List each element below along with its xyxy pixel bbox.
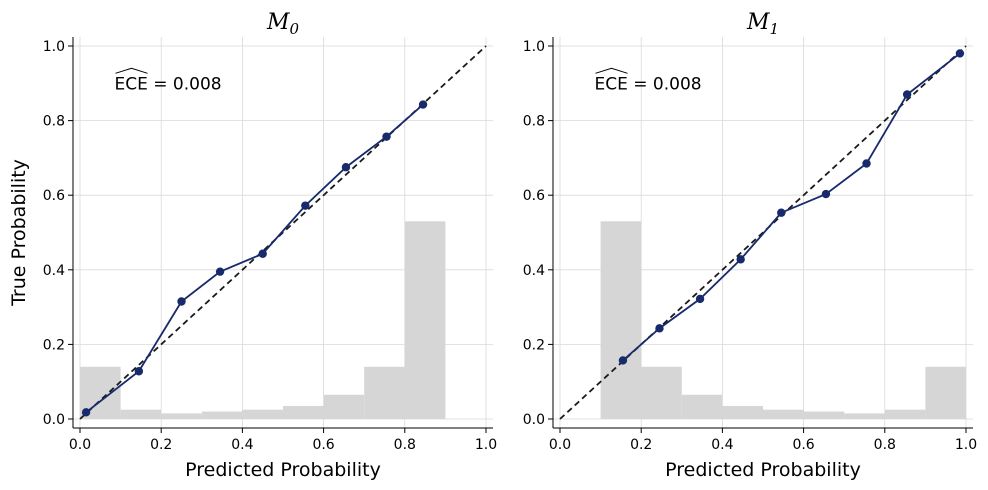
histogram-bar <box>283 405 324 419</box>
calibration-point <box>301 201 310 210</box>
y-tick-label: 1.0 <box>523 39 545 55</box>
y-tick-label: 0.0 <box>43 412 65 428</box>
histogram-bar <box>120 409 162 419</box>
histogram-bar <box>404 221 446 419</box>
calibration-panel-m0: 0.0 0.2 0.4 0.6 0.8 1.0 0.0 0.2 0.4 0.6 0.8 1.0 Pred… <box>8 10 497 481</box>
calibration-point <box>902 90 912 99</box>
x-tick-label: 1.0 <box>955 437 977 453</box>
x-tick-label: 0.2 <box>630 437 652 453</box>
x-axis-label: Predicted Probability <box>185 459 381 481</box>
x-tick-label: 0.8 <box>874 437 896 453</box>
x-tick-label: 0.8 <box>394 437 416 453</box>
histogram-bar <box>242 409 283 419</box>
x-tick-label: 0.0 <box>69 437 91 453</box>
y-axis-label: True Probability <box>8 159 30 307</box>
y-tick-label: 0.0 <box>523 412 545 428</box>
histogram-bar <box>600 221 642 419</box>
histogram-bar <box>323 394 365 419</box>
calibration-curve <box>85 103 424 413</box>
calibration-point <box>655 324 664 333</box>
histogram-bar <box>722 405 763 419</box>
y-tick-label: 0.4 <box>43 263 65 279</box>
calibration-point <box>81 408 91 417</box>
histogram-bar <box>803 411 845 419</box>
x-tick-label: 0.2 <box>150 437 172 453</box>
y-tick-label: 1.0 <box>43 39 65 55</box>
histogram-bar <box>641 366 682 419</box>
y-tick-label: 0.6 <box>43 188 65 204</box>
calibration-point <box>821 189 831 199</box>
calibration-point <box>777 208 786 217</box>
calibration-point <box>418 100 428 109</box>
calibration-point <box>134 367 144 376</box>
calibration-point <box>258 249 267 258</box>
y-tick-label: 0.8 <box>43 114 65 130</box>
histogram-bar <box>925 366 966 419</box>
x-tick-label: 0.6 <box>312 437 334 453</box>
x-tick-label: 0.4 <box>231 437 253 453</box>
y-tick-label: 0.4 <box>523 263 545 279</box>
calibration-point <box>215 267 225 276</box>
y-tick-label: 0.2 <box>523 337 545 353</box>
histogram-bar <box>763 409 804 419</box>
calibration-point <box>695 294 705 304</box>
calibration-point <box>618 356 628 365</box>
x-tick-label: 0.0 <box>549 437 571 453</box>
histogram-bar <box>161 413 202 419</box>
calibration-panel-m1: 0.0 0.2 0.4 0.6 0.8 1.0 0.0 0.2 0.4 0.6 0.8 1.0 Pred… <box>523 10 977 481</box>
x-tick-label: 0.6 <box>792 437 814 453</box>
histogram-bar <box>884 409 926 419</box>
panel-title: M0 <box>266 10 300 38</box>
histogram-bar <box>844 413 885 419</box>
histogram-bar <box>681 394 723 419</box>
histogram-bar <box>201 411 243 419</box>
x-tick-label: 1.0 <box>475 437 497 453</box>
calibration-point <box>341 163 351 172</box>
calibration-point <box>955 49 965 58</box>
y-tick-label: 0.2 <box>43 337 65 353</box>
ece-hat-accent <box>595 67 628 74</box>
ece-annotation: ECE = 0.008 <box>595 74 702 94</box>
calibration-point <box>177 297 186 306</box>
calibration-point <box>862 159 871 168</box>
y-tick-label: 0.6 <box>523 188 545 204</box>
y-tick-label: 0.8 <box>523 114 545 130</box>
panel-title: M1 <box>746 10 779 38</box>
x-tick-label: 0.4 <box>711 437 733 453</box>
ece-hat-accent <box>115 67 148 74</box>
histogram-bar <box>364 366 405 419</box>
calibration-point <box>382 132 391 141</box>
ece-annotation: ECE = 0.008 <box>115 74 222 94</box>
x-axis-label: Predicted Probability <box>665 459 861 481</box>
calibration-point <box>736 255 745 264</box>
